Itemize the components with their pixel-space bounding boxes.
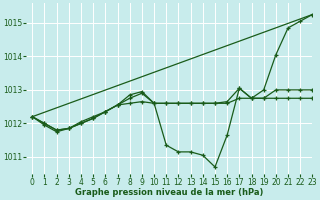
X-axis label: Graphe pression niveau de la mer (hPa): Graphe pression niveau de la mer (hPa) [75, 188, 263, 197]
